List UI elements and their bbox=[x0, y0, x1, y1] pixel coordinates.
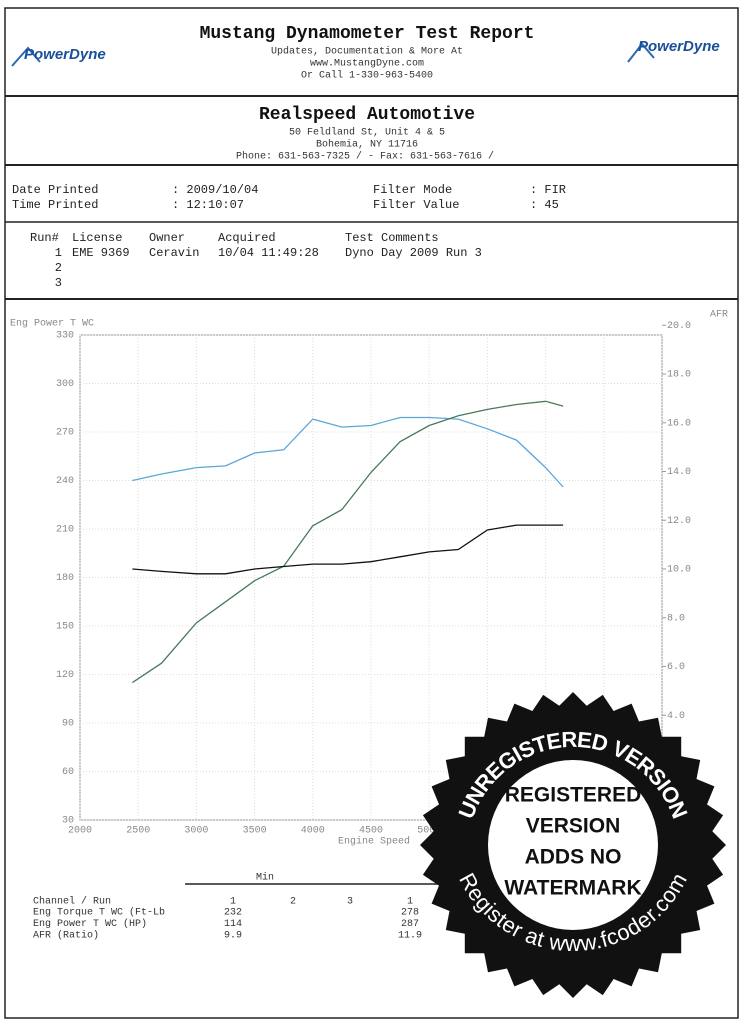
shop-line: Phone: 631-563-7325 / - Fax: 631-563-761… bbox=[236, 151, 494, 163]
run-cell: 3 bbox=[55, 276, 62, 290]
run-cell: Ceravin bbox=[149, 246, 199, 260]
series-line bbox=[132, 416, 564, 488]
run-cell: EME 9369 bbox=[72, 246, 130, 260]
run-header: Owner bbox=[149, 231, 185, 245]
series-line bbox=[132, 524, 564, 575]
watermark-line: VERSION bbox=[526, 815, 621, 838]
run-header: Acquired bbox=[218, 231, 276, 245]
channel-name: AFR (Ratio) bbox=[33, 930, 99, 942]
info-cell: Date Printed bbox=[12, 183, 98, 197]
shop-line: Bohemia, NY 11716 bbox=[316, 139, 418, 151]
run-cell: Dyno Day 2009 Run 3 bbox=[345, 246, 482, 260]
info-cell: Time Printed bbox=[12, 198, 98, 212]
y-tick-label: 300 bbox=[56, 379, 74, 390]
summary-value: 232 bbox=[224, 908, 242, 919]
logo-right: PowerDyne bbox=[627, 38, 720, 63]
run-cell: 2 bbox=[55, 261, 62, 275]
x-tick-label: 4500 bbox=[359, 826, 383, 837]
y2-tick-label: 4.0 bbox=[667, 711, 685, 722]
series-line bbox=[132, 400, 564, 684]
y-tick-label: 210 bbox=[56, 525, 74, 536]
summary-value: 114 bbox=[224, 919, 242, 930]
watermark-line: REGISTERED bbox=[505, 784, 642, 807]
x-tick-label: 3000 bbox=[184, 826, 208, 837]
y-tick-label: 30 bbox=[62, 816, 74, 827]
header-line: Or Call 1-330-963-5400 bbox=[301, 70, 433, 82]
report-title: Mustang Dynamometer Test Report bbox=[200, 24, 535, 44]
logo-mark bbox=[627, 42, 655, 63]
x-tick-label: 2500 bbox=[126, 826, 150, 837]
page-border bbox=[4, 7, 739, 1019]
summary-value: 11.9 bbox=[398, 931, 422, 942]
summary-group: Min bbox=[256, 872, 274, 884]
run-header: Run# bbox=[30, 231, 59, 245]
y2-tick-label: 8.0 bbox=[667, 613, 685, 624]
run-cell: 1 bbox=[55, 246, 62, 260]
y2-tick-label: 14.0 bbox=[667, 467, 691, 478]
y-tick-label: 150 bbox=[56, 622, 74, 633]
logo-text: PowerDyne bbox=[638, 38, 720, 55]
info-cell: Filter Value bbox=[373, 198, 459, 212]
info-cell: : FIR bbox=[530, 183, 566, 197]
x-tick-label: 4000 bbox=[301, 826, 325, 837]
y2-tick-label: 20.0 bbox=[667, 321, 691, 332]
summary-run: 1 bbox=[407, 897, 413, 908]
channel-name: Eng Power T WC (HP) bbox=[33, 918, 147, 930]
badge-inner bbox=[488, 760, 658, 930]
logo-text: PowerDyne bbox=[24, 46, 106, 63]
y2-tick-label: 16.0 bbox=[667, 418, 691, 429]
y-tick-label: 60 bbox=[62, 767, 74, 778]
run-cell: 10/04 11:49:28 bbox=[218, 246, 319, 260]
x-tick-label: 3500 bbox=[243, 826, 267, 837]
x-axis-label: Engine Speed bbox=[338, 836, 410, 848]
watermark-line: ADDS NO bbox=[525, 846, 622, 869]
run-header: License bbox=[72, 231, 122, 245]
logo-mark bbox=[11, 46, 41, 67]
summary-run: 1 bbox=[230, 897, 236, 908]
y-tick-label: 120 bbox=[56, 670, 74, 681]
summary-run: 2 bbox=[290, 897, 296, 908]
run-header: Test Comments bbox=[345, 231, 439, 245]
header-line: Updates, Documentation & More At bbox=[271, 46, 463, 58]
y-tick-label: 180 bbox=[56, 573, 74, 584]
summary-header: Channel / Run bbox=[33, 896, 111, 908]
y2-tick-label: 10.0 bbox=[667, 565, 691, 576]
shop-name: Realspeed Automotive bbox=[259, 105, 475, 125]
watermark-line: WATERMARK bbox=[504, 877, 641, 900]
y-axis-label: Eng Power T WC bbox=[10, 319, 94, 330]
info-cell: Filter Mode bbox=[373, 183, 452, 197]
x-tick-label: 2000 bbox=[68, 826, 92, 837]
y2-tick-label: 6.0 bbox=[667, 662, 685, 673]
info-cell: : 12:10:07 bbox=[172, 198, 244, 212]
summary-run: 3 bbox=[347, 897, 353, 908]
y2-tick-label: 12.0 bbox=[667, 516, 691, 527]
summary-value: 278 bbox=[401, 908, 419, 919]
y-tick-label: 90 bbox=[62, 719, 74, 730]
info-cell: : 45 bbox=[530, 198, 559, 212]
y-tick-label: 240 bbox=[56, 476, 74, 487]
y-tick-label: 330 bbox=[56, 331, 74, 342]
shop-line: 50 Feldland St, Unit 4 & 5 bbox=[289, 127, 445, 139]
x-tick-label: 5000 bbox=[417, 826, 441, 837]
y2-axis-label: AFR bbox=[710, 310, 728, 321]
y2-tick-label: 18.0 bbox=[667, 370, 691, 381]
y-tick-label: 270 bbox=[56, 428, 74, 439]
summary-value: 287 bbox=[401, 919, 419, 930]
logo-left: PowerDyne bbox=[11, 46, 106, 67]
header-line: www.MustangDyne.com bbox=[310, 59, 424, 70]
channel-name: Eng Torque T WC (Ft-Lb bbox=[33, 907, 165, 919]
summary-value: 9.9 bbox=[224, 931, 242, 942]
info-cell: : 2009/10/04 bbox=[172, 183, 258, 197]
